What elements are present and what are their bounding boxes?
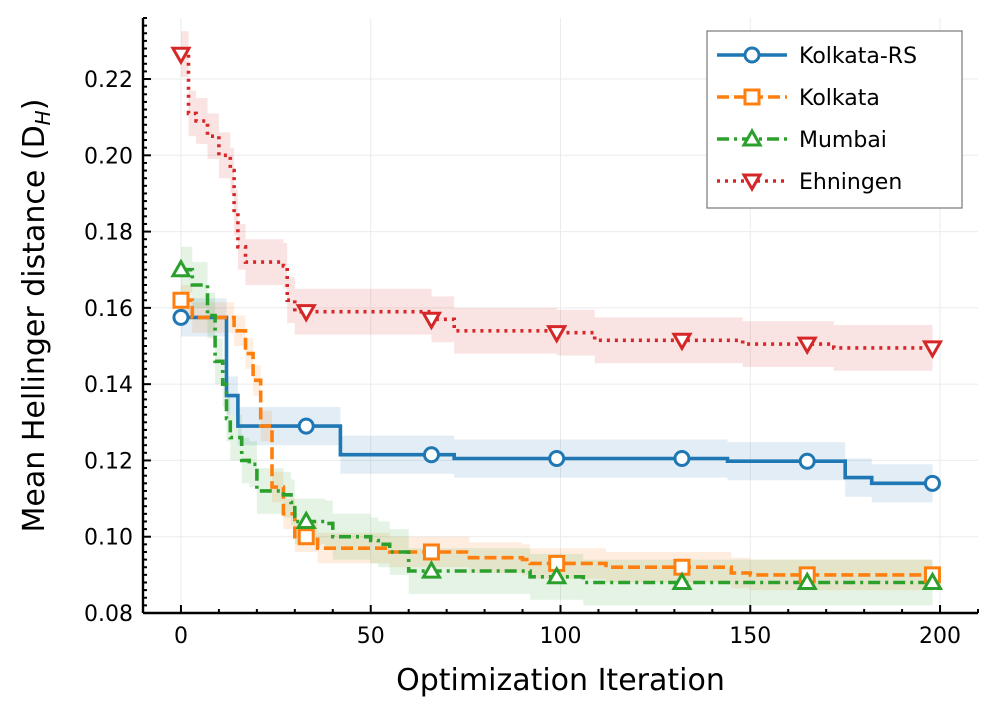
x-tick-label: 150 — [729, 624, 771, 649]
marker-kolkata-rs — [673, 450, 691, 468]
y-tick-label: 0.08 — [84, 602, 133, 627]
y-tick-label: 0.18 — [84, 221, 133, 246]
y-axis-title-close: ) — [17, 99, 52, 111]
marker-ehningen — [671, 332, 693, 352]
y-axis-title-main: Mean Hellinger distance (D — [17, 125, 52, 532]
legend-marker-kolkata — [743, 88, 761, 106]
x-tick-label: 200 — [919, 624, 961, 649]
line-ehningen — [181, 52, 933, 350]
marker-mumbai — [170, 258, 192, 278]
x-tick-label: 100 — [540, 624, 582, 649]
marker-ehningen — [295, 304, 317, 323]
marker-kolkata — [422, 543, 440, 561]
y-tick-label: 0.14 — [84, 373, 133, 398]
marker-kolkata-rs — [422, 446, 440, 464]
y-tick-label: 0.16 — [84, 297, 133, 322]
y-tick-label: 0.20 — [84, 144, 133, 169]
marker-kolkata — [297, 528, 315, 546]
marker-kolkata-rs — [297, 417, 315, 435]
band-ehningen — [181, 31, 933, 371]
line-mumbai — [181, 267, 933, 585]
line-kolkata-rs — [181, 315, 933, 486]
y-tick-label: 0.22 — [84, 68, 133, 93]
marker-ehningen — [796, 336, 818, 356]
legend-marker-ehningen — [741, 173, 763, 193]
marker-mumbai — [546, 565, 568, 585]
axes: 0 50 100 150 200 0.08 0.10 0.12 0.14 0.16 0.18 0.20… — [84, 17, 979, 649]
marker-ehningen — [921, 340, 944, 359]
grid — [143, 18, 978, 614]
y-axis-title-sub: H — [31, 110, 55, 125]
x-tick-label: 0 — [174, 624, 188, 649]
marker-mumbai — [420, 559, 443, 579]
confidence-bands — [181, 31, 933, 606]
legend-label-ehningen: Ehningen — [799, 170, 902, 195]
series-markers — [170, 46, 944, 591]
legend: Kolkata-RS Kolkata Mumbai Ehningen — [706, 30, 963, 209]
x-tick-label: 50 — [357, 624, 385, 649]
marker-kolkata-rs — [798, 452, 816, 470]
legend-marker-kolkata-rs — [743, 46, 761, 64]
series-lines — [181, 52, 933, 585]
marker-kolkata-rs — [548, 450, 566, 468]
band-kolkata-rs — [181, 298, 933, 503]
marker-ehningen — [170, 46, 192, 66]
marker-kolkata-rs — [172, 308, 190, 326]
marker-ehningen — [546, 325, 568, 344]
marker-kolkata — [172, 291, 190, 309]
line-kolkata — [181, 298, 933, 577]
marker-mumbai — [295, 510, 317, 529]
legend-label-kolkata: Kolkata — [799, 86, 880, 111]
marker-mumbai — [671, 571, 693, 591]
band-mumbai — [181, 246, 933, 606]
y-axis-title: Mean Hellinger distance (DH) — [17, 99, 55, 533]
legend-label-mumbai: Mumbai — [799, 128, 887, 153]
x-axis-title: Optimization Iteration — [396, 663, 725, 698]
marker-kolkata-rs — [923, 474, 941, 492]
legend-label-kolkata-rs: Kolkata-RS — [799, 44, 917, 69]
marker-mumbai — [921, 571, 944, 591]
y-tick-label: 0.10 — [84, 526, 133, 551]
marker-ehningen — [420, 311, 443, 331]
y-tick-label: 0.12 — [84, 449, 133, 474]
legend-marker-mumbai — [741, 127, 763, 147]
marker-mumbai — [796, 571, 818, 591]
